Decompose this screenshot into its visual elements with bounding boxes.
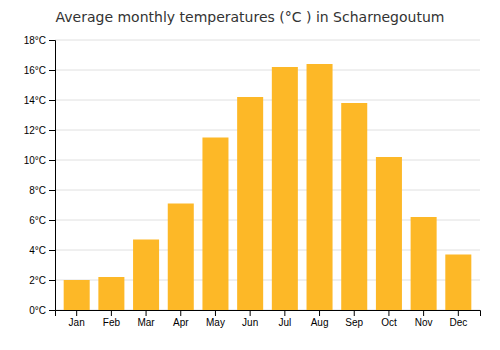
bar [307,64,333,310]
x-tick: Mar [137,310,155,328]
x-tick-mark [111,310,112,316]
y-tick-mark [49,280,55,281]
bar [237,97,263,310]
y-tick: 18°C [24,35,55,46]
x-tick-mark [354,310,355,316]
y-tick-label: 14°C [24,95,46,106]
bar [272,67,298,310]
x-axis: Jan Feb Mar Apr May Jun Jul Aug Sep Oct Nov Dec [56,310,481,328]
bar [202,138,228,311]
x-tick-mark [146,310,147,316]
x-tick: Sep [345,310,363,328]
y-tick-label: 10°C [24,155,46,166]
x-tick: Dec [449,310,467,328]
bar [168,204,194,311]
y-axis: 0°C 2°C 4°C 6°C 8°C 10°C 12°C 14°C 16°C 18°C [24,35,56,316]
y-tick-mark [49,40,55,41]
y-tick-label: 8°C [29,185,46,196]
x-tick: Oct [381,310,397,328]
x-tick-label: Apr [173,317,189,328]
y-tick-label: 6°C [29,215,46,226]
x-tick: Apr [173,310,189,328]
x-tick-mark [284,310,285,316]
y-tick: 14°C [24,95,55,106]
x-axis-line [56,311,481,317]
x-tick: Feb [103,310,121,328]
x-tick-mark [458,310,459,316]
grid-line [55,190,480,191]
bar [445,255,471,311]
bar [376,157,402,310]
x-tick-label: Jan [69,317,85,328]
x-tick-label: Nov [415,317,433,328]
bars [64,64,472,310]
grid-line [55,100,480,101]
grid-line [55,40,480,41]
y-tick: 2°C [29,275,55,286]
y-tick: 10°C [24,155,55,166]
y-tick-mark [49,130,55,131]
y-tick-mark [49,70,55,71]
bar [341,103,367,310]
y-tick: 16°C [24,65,55,76]
grid-line [55,130,480,131]
bar [98,277,124,310]
chart: Average monthly temperatures (°C ) in Sc… [0,0,500,350]
x-tick-mark [319,310,320,316]
x-tick-mark [423,310,424,316]
x-tick-label: Jun [242,317,258,328]
y-tick: 8°C [29,185,55,196]
x-tick: Jan [69,310,85,328]
y-tick-mark [49,220,55,221]
x-tick-label: May [206,317,225,328]
y-tick-label: 16°C [24,65,46,76]
x-tick-label: Aug [311,317,329,328]
y-tick-label: 4°C [29,245,46,256]
x-tick-label: Mar [137,317,155,328]
grid-line [55,70,480,71]
x-tick-label: Dec [449,317,467,328]
y-tick: 12°C [24,125,55,136]
plot: 0°C 2°C 4°C 6°C 8°C 10°C 12°C 14°C 16°C 18°C Jan Fe… [24,35,481,328]
grid [55,40,480,310]
y-tick-mark [49,100,55,101]
y-axis-line [49,41,56,311]
bar [133,240,159,311]
y-tick-label: 0°C [29,305,46,316]
y-tick-mark [49,310,55,311]
x-tick-label: Oct [381,317,397,328]
x-tick-label: Jul [278,317,291,328]
x-tick: Jul [278,310,291,328]
y-tick-label: 2°C [29,275,46,286]
y-tick-mark [49,250,55,251]
x-tick-mark [180,310,181,316]
x-tick-mark [388,310,389,316]
y-tick-label: 12°C [24,125,46,136]
x-tick: Nov [415,310,433,328]
x-tick-mark [250,310,251,316]
y-tick-mark [49,190,55,191]
x-tick-label: Feb [103,317,121,328]
y-tick-mark [49,160,55,161]
grid-line [55,160,480,161]
x-tick-mark [76,310,77,316]
bar [64,280,90,310]
title: Average monthly temperatures (°C ) in Sc… [56,9,445,25]
x-tick: Jun [242,310,258,328]
x-tick-mark [215,310,216,316]
y-tick: 6°C [29,215,55,226]
x-tick: May [206,310,225,328]
x-tick-label: Sep [345,317,363,328]
y-tick-label: 18°C [24,35,46,46]
y-tick: 4°C [29,245,55,256]
x-tick: Aug [311,310,329,328]
bar [411,217,437,310]
y-tick: 0°C [29,305,55,316]
